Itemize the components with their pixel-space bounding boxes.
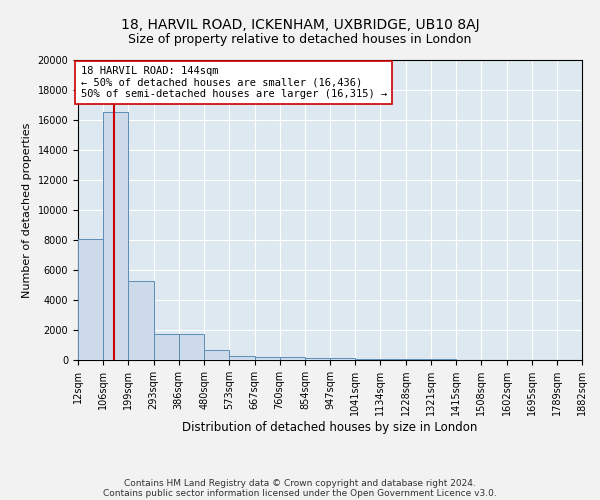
- Bar: [380, 359, 406, 360]
- Bar: [78, 238, 103, 360]
- Text: 18 HARVIL ROAD: 144sqm
← 50% of detached houses are smaller (16,436)
50% of semi: 18 HARVIL ROAD: 144sqm ← 50% of detached…: [80, 66, 387, 99]
- Text: Contains HM Land Registry data © Crown copyright and database right 2024.: Contains HM Land Registry data © Crown c…: [124, 478, 476, 488]
- Bar: [204, 350, 229, 360]
- Y-axis label: Number of detached properties: Number of detached properties: [22, 122, 32, 298]
- Bar: [128, 280, 154, 360]
- X-axis label: Distribution of detached houses by size in London: Distribution of detached houses by size …: [182, 421, 478, 434]
- Bar: [355, 359, 380, 360]
- Bar: [406, 359, 431, 360]
- Bar: [254, 357, 280, 360]
- Text: 18, HARVIL ROAD, ICKENHAM, UXBRIDGE, UB10 8AJ: 18, HARVIL ROAD, ICKENHAM, UXBRIDGE, UB1…: [121, 18, 479, 32]
- Bar: [280, 357, 305, 360]
- Text: Size of property relative to detached houses in London: Size of property relative to detached ho…: [128, 32, 472, 46]
- Text: Contains public sector information licensed under the Open Government Licence v3: Contains public sector information licen…: [103, 488, 497, 498]
- Bar: [229, 356, 254, 360]
- Bar: [305, 358, 330, 360]
- Bar: [103, 112, 128, 360]
- Bar: [179, 334, 204, 360]
- Bar: [154, 334, 179, 360]
- Bar: [330, 358, 355, 360]
